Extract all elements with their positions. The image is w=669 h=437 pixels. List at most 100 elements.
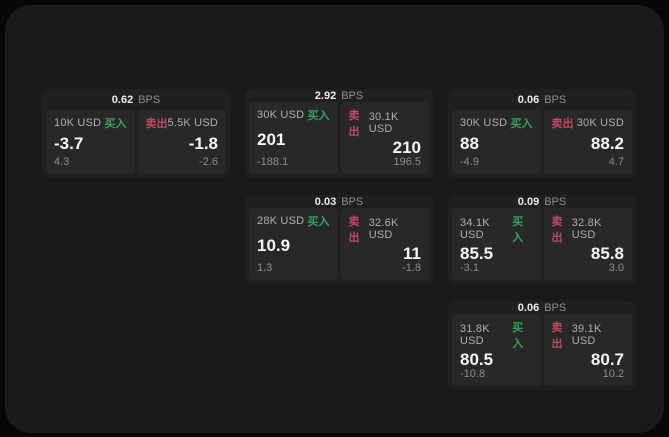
card-body: 34.1K USD 买入 85.5 -3.1 卖出 32.8K USD 85.8… [448,208,636,284]
buy-price: 85.5 [460,244,494,263]
bps-value: 0.09 [517,195,540,208]
buy-panel[interactable]: 31.8K USD 买入 80.5 -10.8 [452,314,541,386]
quote-card: 0.06 BPS 31.8K USD 买入 80.5 -10.8 卖出 39.1… [448,301,636,390]
buy-delta: -3.1 [460,262,479,274]
sell-delta: 4.7 [608,156,624,168]
sell-amount: 32.8K USD [571,217,602,241]
buy-panel-header: 10K USD 买入 [54,115,127,131]
buy-panel[interactable]: 28K USD 买入 10.9 1.3 [249,208,338,280]
sell-delta: 196.5 [393,156,421,168]
sell-panel[interactable]: 卖出 39.1K USD 80.7 10.2 [543,314,632,386]
bps-unit-label: BPS [544,301,567,314]
sell-amount: 5.5K USD [167,117,219,129]
sell-price: 85.8 [590,244,624,263]
buy-side-label: 买入 [512,216,524,244]
bps-unit-label: BPS [544,93,567,106]
quote-card: 0.06 BPS 30K USD 买入 88 -4.9 卖出 30K USD 8… [448,89,636,178]
sell-panel-header: 卖出 32.6K USD [349,213,422,245]
quote-card: 2.92 BPS 30K USD 买入 201 -188.1 卖出 30.1K … [245,89,433,178]
card-header: 2.92 BPS [245,89,433,102]
buy-amount: 34.1K USD [460,217,490,241]
sell-panel-header: 卖出 32.8K USD [552,213,625,245]
buy-amount: 31.8K USD [460,323,490,347]
sell-amount: 39.1K USD [571,323,602,347]
bps-unit-label: BPS [544,195,567,208]
buy-panel[interactable]: 10K USD 买入 -3.7 4.3 [46,110,135,174]
sell-panel-header: 卖出 39.1K USD [552,319,625,351]
sell-panel-header: 卖出 30K USD [552,115,625,131]
buy-amount: 10K USD [54,117,102,129]
buy-panel-header: 28K USD 买入 [257,213,330,229]
card-body: 30K USD 买入 201 -188.1 卖出 30.1K USD 210 1… [245,102,433,178]
buy-price: 88 [460,134,479,153]
buy-side-label: 买入 [307,110,330,122]
buy-panel[interactable]: 34.1K USD 买入 85.5 -3.1 [452,208,541,280]
buy-side-label: 买入 [307,216,330,228]
sell-panel[interactable]: 卖出 30K USD 88.2 4.7 [543,110,632,174]
buy-amount: 28K USD [257,215,305,227]
sell-delta: -1.8 [402,262,421,274]
sell-price: -1.8 [188,134,218,153]
bps-value: 0.62 [111,93,134,106]
sell-delta: 10.2 [602,368,624,380]
quote-card: 0.03 BPS 28K USD 买入 10.9 1.3 卖出 32.6K US… [245,195,433,284]
quote-card: 0.62 BPS 10K USD 买入 -3.7 4.3 卖出 5.5K USD… [42,89,230,178]
buy-price: -3.7 [54,134,84,153]
sell-amount: 32.6K USD [368,217,399,241]
buy-panel[interactable]: 30K USD 买入 201 -188.1 [249,102,338,174]
buy-side-label: 买入 [104,118,127,130]
bps-value: 0.03 [314,195,337,208]
card-header: 0.06 BPS [448,301,636,314]
sell-price: 80.7 [590,350,624,369]
buy-side-label: 买入 [510,118,533,130]
card-body: 28K USD 买入 10.9 1.3 卖出 32.6K USD 11 -1.8 [245,208,433,284]
card-header: 0.03 BPS [245,195,433,208]
cards-grid: 0.62 BPS 10K USD 买入 -3.7 4.3 卖出 5.5K USD… [42,89,636,390]
buy-amount: 30K USD [257,109,305,121]
sell-side-label: 卖出 [145,118,168,130]
bps-unit-label: BPS [341,89,364,102]
quote-card: 0.09 BPS 34.1K USD 买入 85.5 -3.1 卖出 32.8K… [448,195,636,284]
bps-value: 2.92 [314,89,337,102]
sell-price: 210 [392,138,421,157]
buy-panel-header: 34.1K USD 买入 [460,213,533,245]
buy-panel[interactable]: 30K USD 买入 88 -4.9 [452,110,541,174]
sell-side-label: 卖出 [348,216,360,244]
sell-delta: -2.6 [199,156,218,168]
main-panel: 0.62 BPS 10K USD 买入 -3.7 4.3 卖出 5.5K USD… [5,5,664,433]
card-header: 0.62 BPS [42,89,230,110]
sell-price: 11 [403,244,421,263]
buy-side-label: 买入 [512,322,524,350]
buy-panel-header: 30K USD 买入 [257,107,330,123]
card-header: 0.06 BPS [448,89,636,110]
sell-panel-header: 卖出 5.5K USD [146,115,219,131]
sell-side-label: 卖出 [551,118,574,130]
buy-price: 201 [257,130,286,149]
bps-value: 0.06 [517,301,540,314]
buy-delta: 4.3 [54,156,70,168]
sell-price: 88.2 [590,134,624,153]
buy-panel-header: 30K USD 买入 [460,115,533,131]
bps-value: 0.06 [517,93,540,106]
sell-panel[interactable]: 卖出 32.8K USD 85.8 3.0 [543,208,632,280]
bps-unit-label: BPS [341,195,364,208]
card-body: 31.8K USD 买入 80.5 -10.8 卖出 39.1K USD 80.… [448,314,636,390]
buy-delta: -188.1 [257,156,289,168]
sell-amount: 30.1K USD [368,111,399,135]
card-header: 0.09 BPS [448,195,636,208]
sell-amount: 30K USD [576,117,624,129]
buy-panel-header: 31.8K USD 买入 [460,319,533,351]
sell-side-label: 卖出 [551,322,563,350]
card-body: 30K USD 买入 88 -4.9 卖出 30K USD 88.2 4.7 [448,110,636,178]
sell-panel[interactable]: 卖出 5.5K USD -1.8 -2.6 [137,110,226,174]
buy-amount: 30K USD [460,117,508,129]
buy-delta: -4.9 [460,156,479,168]
bps-unit-label: BPS [138,93,161,106]
sell-delta: 3.0 [608,262,624,274]
card-body: 10K USD 买入 -3.7 4.3 卖出 5.5K USD -1.8 -2.… [42,110,230,178]
sell-panel[interactable]: 卖出 32.6K USD 11 -1.8 [340,208,429,280]
buy-delta: -10.8 [460,368,486,380]
buy-price: 10.9 [257,236,291,255]
sell-panel-header: 卖出 30.1K USD [349,107,422,139]
sell-panel[interactable]: 卖出 30.1K USD 210 196.5 [340,102,429,174]
